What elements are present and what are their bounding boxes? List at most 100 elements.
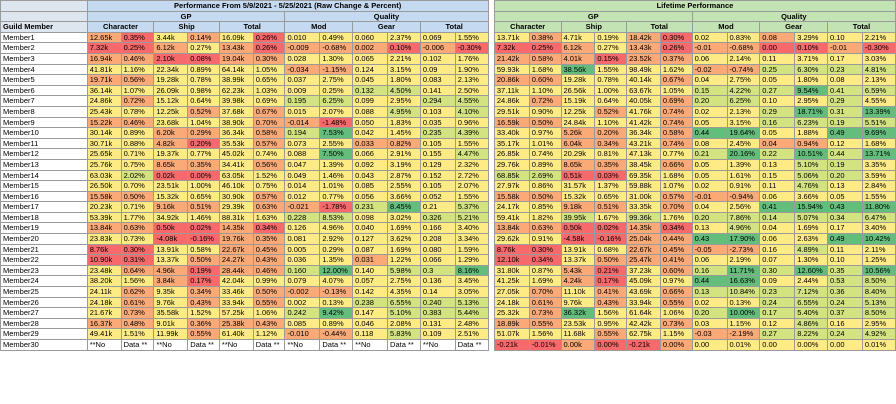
member-name-cell[interactable]: Member2 xyxy=(0,42,88,54)
lifetime-value-cell[interactable]: 31.57k xyxy=(560,180,596,192)
lifetime-value-cell[interactable]: -0.05 xyxy=(691,243,728,256)
period-value-cell[interactable]: 13.91k xyxy=(153,243,189,256)
period-value-cell[interactable]: 1.16% xyxy=(120,63,155,76)
period-value-cell[interactable]: 0.96% xyxy=(454,116,489,129)
period-value-cell[interactable]: 25.43k xyxy=(86,105,122,118)
lifetime-value-cell[interactable]: 0.17 xyxy=(826,52,863,65)
period-value-cell[interactable]: 0.002 xyxy=(284,296,321,309)
lifetime-value-cell[interactable]: 8.22% xyxy=(794,328,828,340)
period-value-cell[interactable]: 19.37k xyxy=(153,148,189,160)
period-value-cell[interactable]: 35.58k xyxy=(153,307,189,319)
period-value-cell[interactable]: 26.09k xyxy=(153,84,189,97)
period-value-cell[interactable]: -0.30% xyxy=(454,42,489,54)
lifetime-value-cell[interactable]: 0.64% xyxy=(594,95,628,107)
lifetime-value-cell[interactable]: 0.19 xyxy=(826,116,863,129)
period-value-cell[interactable]: 2.08% xyxy=(387,317,421,330)
period-value-cell[interactable]: 4.35% xyxy=(387,286,421,298)
lifetime-value-cell[interactable]: 99.36k xyxy=(626,211,661,224)
period-value-cell[interactable]: 34.92k xyxy=(153,211,189,224)
period-value-cell[interactable]: 1.07% xyxy=(120,84,155,97)
lifetime-value-cell[interactable]: 0.12 xyxy=(826,137,863,150)
period-value-cell[interactable]: 2.37% xyxy=(387,31,421,44)
period-value-cell[interactable]: 1.52% xyxy=(187,307,220,319)
lifetime-value-cell[interactable]: 0.02 xyxy=(691,296,728,309)
period-value-cell[interactable]: 6.20k xyxy=(153,127,189,139)
lifetime-value-cell[interactable]: 0.41% xyxy=(594,286,628,298)
member-name-cell[interactable]: Member13 xyxy=(0,158,88,171)
lifetime-value-cell[interactable]: 0.00% xyxy=(794,339,828,351)
lifetime-value-cell[interactable]: 0.29 xyxy=(826,95,863,107)
lifetime-value-cell[interactable]: 2.13% xyxy=(861,74,896,86)
lifetime-value-cell[interactable]: 45.09k xyxy=(626,275,661,288)
period-value-cell[interactable]: 9.01k xyxy=(153,317,189,330)
period-value-cell[interactable]: 0.55% xyxy=(187,328,220,340)
period-value-cell[interactable]: 3.45% xyxy=(454,275,489,288)
period-value-cell[interactable]: 0.035 xyxy=(419,116,456,129)
lifetime-value-cell[interactable]: 0.30% xyxy=(528,243,562,256)
lifetime-value-cell[interactable]: 0.44 xyxy=(691,275,728,288)
period-value-cell[interactable]: 0.037 xyxy=(284,74,321,86)
period-value-cell[interactable]: 4.10% xyxy=(454,105,489,118)
period-value-cell[interactable]: 0.75% xyxy=(252,180,286,192)
period-value-cell[interactable]: 4.47% xyxy=(454,148,489,160)
lifetime-value-cell[interactable]: 4.55% xyxy=(861,95,896,107)
period-value-cell[interactable]: 8.65k xyxy=(153,158,189,171)
period-value-cell[interactable]: 0.50% xyxy=(120,190,155,203)
period-value-cell[interactable]: 5.44% xyxy=(454,307,489,319)
lifetime-value-cell[interactable]: 18.42k xyxy=(626,31,661,44)
lifetime-value-cell[interactable]: 43.21k xyxy=(626,137,661,150)
lifetime-value-cell[interactable]: 0.50k xyxy=(560,222,596,235)
period-value-cell[interactable]: 0.142 xyxy=(352,286,389,298)
period-value-cell[interactable]: 0.46% xyxy=(252,264,286,277)
period-value-cell[interactable]: 0.57% xyxy=(252,137,286,150)
lifetime-value-cell[interactable]: 0.50% xyxy=(594,254,628,266)
period-value-cell[interactable]: 0.98% xyxy=(187,84,220,97)
lifetime-value-cell[interactable]: 0.22 xyxy=(759,148,796,160)
lifetime-value-cell[interactable]: 0.02 xyxy=(691,180,728,192)
period-value-cell[interactable]: 0.02k xyxy=(153,169,189,182)
lifetime-value-cell[interactable]: 0.03 xyxy=(691,317,728,330)
lifetime-value-cell[interactable]: 5.40% xyxy=(794,307,828,319)
lifetime-value-cell[interactable]: 0.81% xyxy=(594,148,628,160)
period-value-cell[interactable]: 19.28k xyxy=(153,74,189,86)
lifetime-value-cell[interactable]: 0.10% xyxy=(794,42,828,54)
lifetime-value-cell[interactable]: 0.30% xyxy=(659,31,693,44)
lifetime-value-cell[interactable]: 1.01% xyxy=(528,137,562,150)
lifetime-value-cell[interactable]: 0.02 xyxy=(691,105,728,118)
lifetime-value-cell[interactable]: 0.05 xyxy=(691,116,728,129)
lifetime-value-cell[interactable]: -0.30% xyxy=(861,42,896,54)
period-value-cell[interactable]: 5.98% xyxy=(387,264,421,277)
period-value-cell[interactable]: 1.83% xyxy=(387,116,421,129)
period-value-cell[interactable]: 4.82k xyxy=(153,137,189,150)
member-name-cell[interactable]: Member5 xyxy=(0,74,88,86)
period-value-cell[interactable]: -1.78% xyxy=(319,201,354,213)
period-value-cell[interactable]: 3.44k xyxy=(153,31,189,44)
period-value-cell[interactable]: Data ** xyxy=(120,339,155,351)
period-value-cell[interactable]: 1.76% xyxy=(454,52,489,65)
lifetime-value-cell[interactable]: 0.43 xyxy=(691,233,728,245)
lifetime-value-cell[interactable]: 0.37% xyxy=(659,52,693,65)
period-value-cell[interactable]: 1.69% xyxy=(387,222,421,235)
lifetime-value-cell[interactable]: 24.18k xyxy=(493,296,530,309)
period-value-cell[interactable]: 1.35% xyxy=(319,254,354,266)
period-value-cell[interactable]: Data ** xyxy=(252,339,286,351)
period-value-cell[interactable]: 0.126 xyxy=(284,222,321,235)
period-value-cell[interactable]: 9.76k xyxy=(153,296,189,309)
period-value-cell[interactable]: 9.35k xyxy=(153,286,189,298)
period-value-cell[interactable]: 0.30% xyxy=(252,52,286,65)
col-character-period[interactable]: Character xyxy=(86,21,155,33)
period-value-cell[interactable]: 0.294 xyxy=(419,95,456,107)
period-value-cell[interactable]: 61.40k xyxy=(218,328,254,340)
period-value-cell[interactable]: 5.13% xyxy=(454,296,489,309)
period-value-cell[interactable]: 1.12% xyxy=(252,328,286,340)
lifetime-value-cell[interactable]: 0.16 xyxy=(826,317,863,330)
period-value-cell[interactable]: 0.74% xyxy=(252,148,286,160)
member-name-cell[interactable]: Member12 xyxy=(0,148,88,160)
lifetime-value-cell[interactable]: 0.20 xyxy=(691,307,728,319)
period-value-cell[interactable]: 30.14k xyxy=(86,127,122,139)
period-value-cell[interactable]: 1.06% xyxy=(252,307,286,319)
period-value-cell[interactable]: 25.65k xyxy=(86,148,122,160)
lifetime-value-cell[interactable]: 4.86% xyxy=(794,317,828,330)
period-value-cell[interactable]: 2.02% xyxy=(120,169,155,182)
lifetime-value-cell[interactable]: 36.32k xyxy=(560,307,596,319)
